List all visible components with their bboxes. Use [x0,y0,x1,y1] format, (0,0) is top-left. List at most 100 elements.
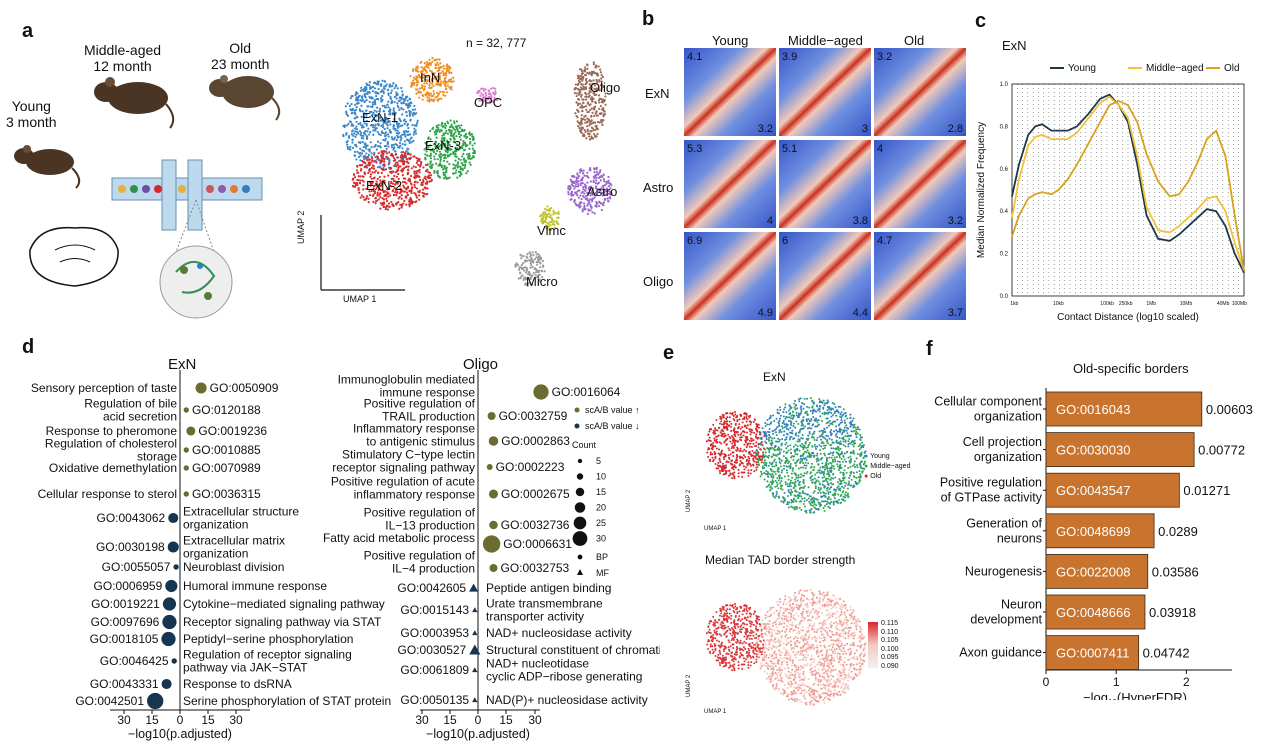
umap-tad-point [835,631,838,634]
umap-tad-point [731,634,734,637]
umap-age-point [845,482,848,485]
umap-tad-point [785,624,788,627]
umap-age-point [836,481,839,484]
umap-age-point [732,415,735,418]
umap-tad-point [719,609,722,612]
umap-age-point [791,455,794,458]
umap-age-point [774,485,777,488]
umap-age-point [808,441,811,444]
umap-age-point [821,412,824,415]
umap-tad-point [808,633,811,636]
bar-go-label: GO:0022008 [1056,564,1130,579]
umap-tad-point [837,685,840,688]
umap-tad-point [722,622,725,625]
umap-tad-point [813,693,816,696]
umap-age-point [842,490,845,493]
umap-age-point [801,490,804,493]
umap-age-point [781,488,784,491]
umap-age-point [759,443,762,446]
umap-tad-point [726,620,729,623]
umap-tad-point [792,678,795,681]
umap-tad-point [811,592,814,595]
umap-age-point [793,406,796,409]
umap-tad-point [759,623,762,626]
umap-age-point [813,438,816,441]
umap-age-point [731,411,734,414]
oligo-down-go: GO:0003953 [400,626,469,640]
umap-age-point [855,430,858,433]
umap-tad-point [755,644,758,647]
umap-age-point [799,412,802,415]
umap-tad-point [847,688,850,691]
umap-tad-point [817,651,820,654]
umap-tad-point [782,607,785,610]
umap-age-point [821,432,824,435]
umap-age-point [778,419,781,422]
umap-age-point [797,422,800,425]
umap-age-point [724,426,727,429]
umap-tad-point [838,656,841,659]
umap-tad-point [782,647,785,650]
oligo-up-term: Stimulatory C−type lectin receptor signal… [332,448,475,475]
umap-tad-point [732,632,735,635]
umap-age-point [794,453,797,456]
umap-age-point [789,420,792,423]
umap-age-point [755,452,758,455]
umap-age-point [805,464,808,467]
umap-age-point [839,405,842,408]
umap-tad-point [747,666,750,669]
oligo-tick-label: 30 [528,713,542,727]
umap-age-point [778,447,781,450]
umap-tad-point [832,657,835,660]
umap-tad-point [825,626,828,629]
umap-age-point [768,439,771,442]
umap-age-point [720,420,723,423]
umap-age-point [819,492,822,495]
bar-category-label: Axon guidance [959,646,1042,660]
umap-age-point [807,497,810,500]
umap-age-point [747,471,750,474]
umap-age-point [813,443,816,446]
umap-tad-point [816,601,819,604]
umap-age-point [839,440,842,443]
bar [1045,513,1155,549]
umap-tad-point [792,647,795,650]
umap-age-point [805,458,808,461]
umap-age-point [860,452,863,455]
umap-age-point [826,473,829,475]
umap-age-point [727,433,730,436]
umap-age-point [820,495,823,498]
umap-age-point [751,449,754,452]
umap-tad-point [830,639,833,642]
umap-age-point [728,435,731,438]
umap-tad-point [815,672,818,675]
umap-age-point [842,473,845,476]
umap-tad-point [753,647,756,650]
umap-tad-point [793,689,796,692]
umap-age-point [828,488,831,491]
umap-age-point [855,436,858,439]
umap-age-point [862,456,865,459]
umap-age-point [770,469,773,472]
umap-tad-point [771,657,774,660]
hic-top-value: 5.3 [687,143,702,155]
umap-tad-point [829,636,832,639]
umap-age-point [819,466,822,469]
umap-age-point [707,434,710,437]
umap-age-point [826,426,829,429]
umap-tad-point [723,612,726,615]
umap-tad-point [739,651,742,654]
umap-tad-point [838,620,841,623]
umap-tad-point [752,631,755,634]
umap-tad-point [776,640,779,643]
umap-age-point [810,454,813,457]
y-tick-label: 0.2 [1000,252,1009,258]
umap-age-point [739,447,742,450]
umap-age-point [713,437,716,440]
umap-age-point [863,460,866,463]
umap-tad-point [811,627,814,630]
umap-age-point [811,474,814,477]
umap-age-point [769,442,772,445]
umap-tad-point [835,693,838,696]
